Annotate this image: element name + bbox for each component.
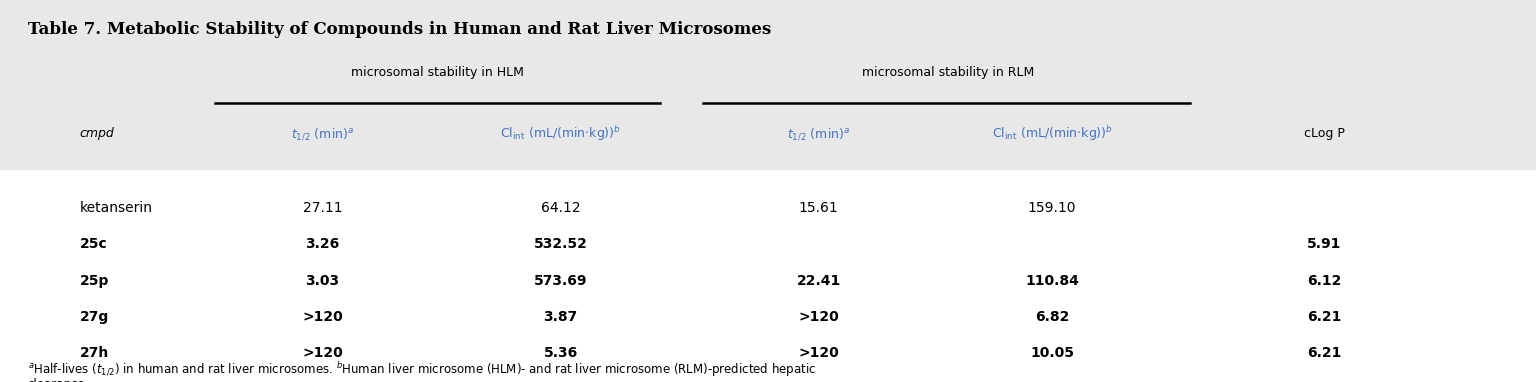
Text: 22.41: 22.41 [797,274,840,288]
Text: $t_{1/2}$ $(\mathrm{min})^a$: $t_{1/2}$ $(\mathrm{min})^a$ [290,126,355,142]
Text: 110.84: 110.84 [1025,274,1080,288]
Text: cmpd: cmpd [80,127,115,140]
Text: 532.52: 532.52 [533,238,588,251]
Text: 5.36: 5.36 [544,346,578,360]
Text: 27.11: 27.11 [303,201,343,215]
Text: >120: >120 [799,346,839,360]
Text: $\mathrm{Cl_{int}}\ \mathrm{(mL/(min{\cdot}kg))}^b$: $\mathrm{Cl_{int}}\ \mathrm{(mL/(min{\cd… [992,124,1112,143]
Text: 3.26: 3.26 [306,238,339,251]
Text: cLog P: cLog P [1304,127,1344,140]
Text: 5.91: 5.91 [1307,238,1341,251]
Text: microsomal stability in HLM: microsomal stability in HLM [352,66,524,79]
Text: 6.21: 6.21 [1307,310,1341,324]
Text: >120: >120 [303,310,343,324]
Text: 25p: 25p [80,274,109,288]
Text: 3.87: 3.87 [544,310,578,324]
Text: 27g: 27g [80,310,109,324]
Text: >120: >120 [303,346,343,360]
Text: $t_{1/2}$ $(\mathrm{min})^a$: $t_{1/2}$ $(\mathrm{min})^a$ [786,126,851,142]
Text: 25c: 25c [80,238,108,251]
Text: ketanserin: ketanserin [80,201,154,215]
Text: 64.12: 64.12 [541,201,581,215]
Text: Table 7. Metabolic Stability of Compounds in Human and Rat Liver Microsomes: Table 7. Metabolic Stability of Compound… [28,21,771,38]
Text: 6.82: 6.82 [1035,310,1069,324]
Text: 573.69: 573.69 [535,274,587,288]
Text: 6.12: 6.12 [1307,274,1341,288]
Text: clearance.: clearance. [28,378,89,382]
Text: 27h: 27h [80,346,109,360]
Text: 10.05: 10.05 [1031,346,1074,360]
Text: 3.03: 3.03 [306,274,339,288]
Text: microsomal stability in RLM: microsomal stability in RLM [862,66,1034,79]
Text: $\mathrm{Cl_{int}}\ \mathrm{(mL/(min{\cdot}kg))}^b$: $\mathrm{Cl_{int}}\ \mathrm{(mL/(min{\cd… [501,124,621,143]
Text: $^a$Half-lives $(t_{1/2})$ in human and rat liver microsomes. $^b$Human liver mi: $^a$Half-lives $(t_{1/2})$ in human and … [28,361,816,379]
Text: 6.21: 6.21 [1307,346,1341,360]
Text: 159.10: 159.10 [1028,201,1077,215]
Text: >120: >120 [799,310,839,324]
Text: 15.61: 15.61 [799,201,839,215]
